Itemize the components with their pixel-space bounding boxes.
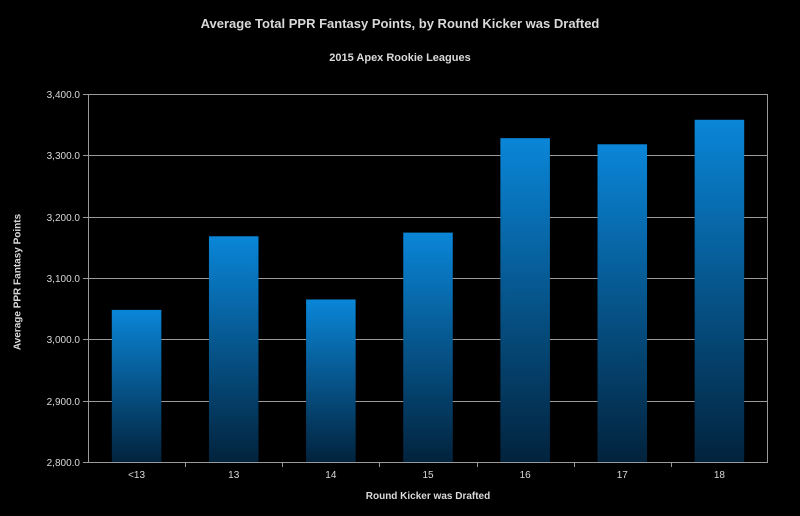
bar-13 xyxy=(208,236,259,462)
chart-title: Average Total PPR Fantasy Points, by Rou… xyxy=(200,16,600,31)
x-tick-label: 15 xyxy=(422,470,434,481)
y-tick-label: 3,000.0 xyxy=(47,335,81,346)
bar-18 xyxy=(694,119,745,462)
y-tick-label: 3,400.0 xyxy=(47,90,81,101)
x-axis-label: Round Kicker was Drafted xyxy=(365,491,491,502)
x-tick-label: <13 xyxy=(128,470,145,481)
y-axis-label: Average PPR Fantasy Points xyxy=(12,213,24,351)
chart-subtitle: 2015 Apex Rookie Leagues xyxy=(329,52,471,64)
x-tick-label: 14 xyxy=(325,470,337,481)
x-tick-label: 13 xyxy=(228,470,240,481)
bar-16 xyxy=(500,138,550,462)
y-tick-label: 3,300.0 xyxy=(47,151,81,162)
x-tick-label: 18 xyxy=(714,470,726,481)
y-tick-label: 3,200.0 xyxy=(47,213,81,224)
bar-14 xyxy=(306,299,356,462)
bar-17 xyxy=(597,144,648,462)
bars xyxy=(111,119,745,462)
bar-15 xyxy=(403,232,453,462)
x-tick-label: 17 xyxy=(617,470,629,481)
y-tick-label: 2,800.0 xyxy=(47,458,81,469)
x-tick-label: 16 xyxy=(520,470,532,481)
bar-<13 xyxy=(111,309,162,462)
y-tick-label: 3,100.0 xyxy=(47,274,81,285)
axes xyxy=(83,94,768,467)
x-tick-labels: <13 13 14 15 16 17 18 xyxy=(128,470,725,481)
y-tick-label: 2,900.0 xyxy=(47,397,81,408)
y-tick-labels: 2,800.0 2,900.0 3,000.0 3,100.0 3,200.0 3,300… xyxy=(47,90,81,469)
